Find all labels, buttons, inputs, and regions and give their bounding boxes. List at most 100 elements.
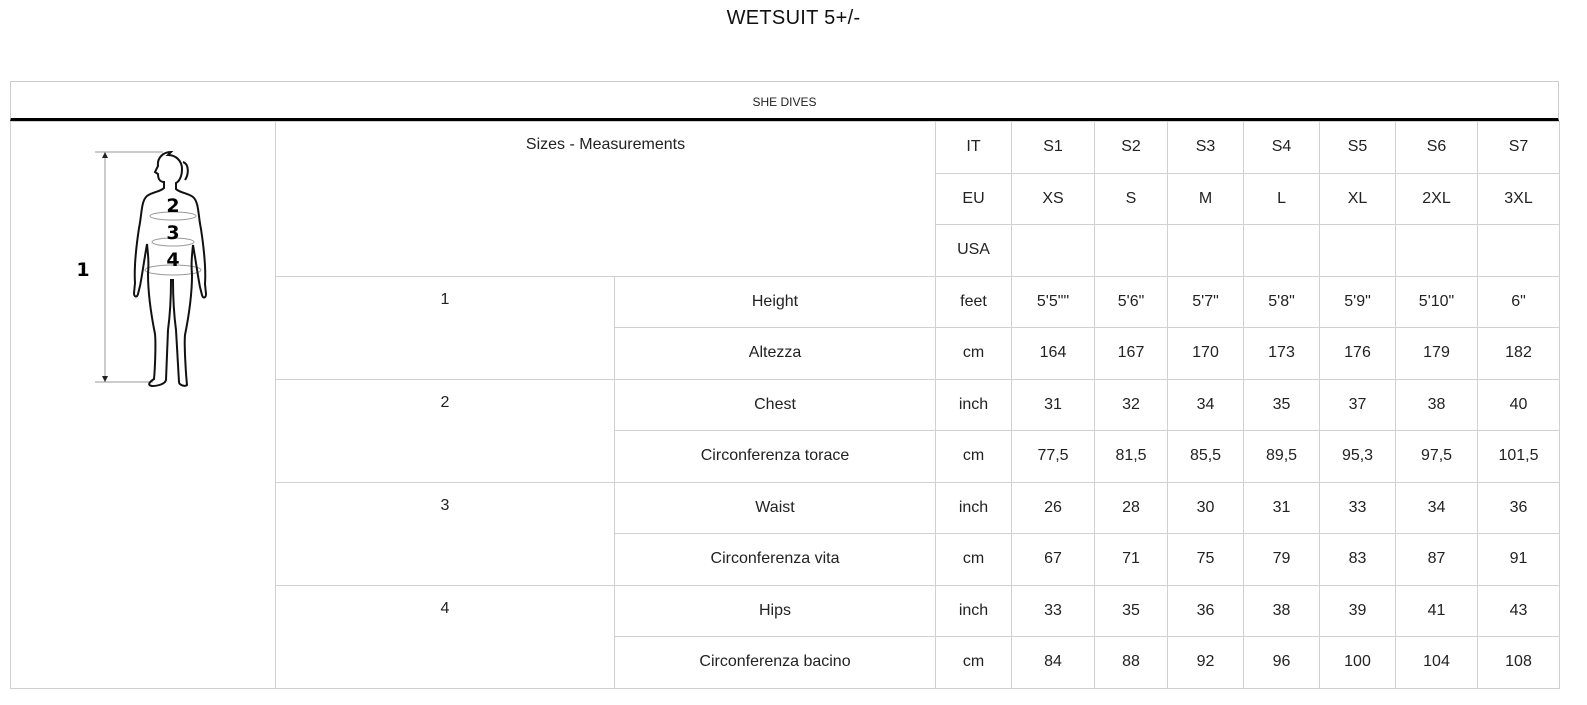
figure-label-2: 2 xyxy=(166,195,179,217)
size-table: 1 2 3 4 Sizes - Measurements IT S1 S2 S3 S4 S5… xyxy=(10,121,1561,689)
value-cell: 97,5 xyxy=(1395,430,1479,483)
value-cell: 173 xyxy=(1243,327,1321,380)
value-cell: 67 xyxy=(1011,533,1096,586)
value-cell: 33 xyxy=(1319,481,1397,534)
size-cell xyxy=(1094,224,1169,277)
size-system-label: EU xyxy=(935,172,1013,225)
size-cell: S2 xyxy=(1094,121,1169,174)
unit: feet xyxy=(935,275,1013,328)
size-cell xyxy=(1167,224,1245,277)
value-cell: 35 xyxy=(1243,378,1321,431)
size-cell: XS xyxy=(1011,172,1096,225)
measurement-number: 4 xyxy=(275,584,615,689)
value-cell: 176 xyxy=(1319,327,1397,380)
value-cell: 33 xyxy=(1011,584,1096,637)
figure-label-4: 4 xyxy=(166,249,179,271)
value-cell: 104 xyxy=(1395,636,1479,689)
size-cell: L xyxy=(1243,172,1321,225)
table-row: 2 Chest inch 31 32 34 35 37 38 40 xyxy=(11,378,1561,483)
table-row: Circonferenza bacino cm 84 88 92 96 100 104 108 xyxy=(11,636,1561,689)
unit: inch xyxy=(935,584,1013,637)
size-cell: 2XL xyxy=(1395,172,1479,225)
value-cell: 170 xyxy=(1167,327,1245,380)
value-cell: 5'7" xyxy=(1167,275,1245,328)
table-row: 3 Waist inch 26 28 30 31 33 34 36 xyxy=(11,481,1561,586)
value-cell: 5'10" xyxy=(1395,275,1479,328)
value-cell: 87 xyxy=(1395,533,1479,586)
size-cell xyxy=(1011,224,1096,277)
value-cell: 5'6" xyxy=(1094,275,1169,328)
value-cell: 38 xyxy=(1243,584,1321,637)
value-cell: 43 xyxy=(1477,584,1561,637)
size-cell xyxy=(1477,224,1561,277)
measurement-name: Circonferenza vita xyxy=(613,533,937,586)
value-cell: 41 xyxy=(1395,584,1479,637)
measurement-name: Circonferenza torace xyxy=(613,430,937,483)
value-cell: 31 xyxy=(1011,378,1096,431)
unit: cm xyxy=(935,430,1013,483)
unit: cm xyxy=(935,636,1013,689)
measurement-name: Chest xyxy=(613,378,937,431)
table-row: 1 Height feet 5'5"" 5'6" 5'7" 5'8" 5'9" 5'10" 6" xyxy=(11,275,1561,380)
body-figure-icon: 1 2 3 4 xyxy=(76,150,208,388)
value-cell: 26 xyxy=(1011,481,1096,534)
measurement-name: Hips xyxy=(613,584,937,637)
value-cell: 34 xyxy=(1395,481,1479,534)
value-cell: 77,5 xyxy=(1011,430,1096,483)
size-cell: S6 xyxy=(1395,121,1479,174)
value-cell: 108 xyxy=(1477,636,1561,689)
measurement-name: Waist xyxy=(613,481,937,534)
table-row: Circonferenza vita cm 67 71 75 79 83 87 91 xyxy=(11,533,1561,586)
table-row: Circonferenza torace cm 77,5 81,5 85,5 89,5 95… xyxy=(11,430,1561,483)
header-row: 1 2 3 4 Sizes - Measurements IT S1 S2 S3 S4 S5… xyxy=(10,121,1561,689)
value-cell: 91 xyxy=(1477,533,1561,586)
value-cell: 32 xyxy=(1094,378,1169,431)
sizes-measurements-label: Sizes - Measurements xyxy=(274,121,937,277)
size-cell xyxy=(1319,224,1397,277)
size-system-label: IT xyxy=(935,121,1013,174)
figure-label-1: 1 xyxy=(76,259,89,281)
value-cell: 84 xyxy=(1011,636,1096,689)
value-cell: 39 xyxy=(1319,584,1397,637)
table-row: Altezza cm 164 167 170 173 176 179 182 xyxy=(11,327,1561,380)
value-cell: 95,3 xyxy=(1319,430,1397,483)
value-cell: 38 xyxy=(1395,378,1479,431)
brand-header: SHE DIVES xyxy=(10,81,1559,121)
figure-cell: 1 2 3 4 xyxy=(10,121,276,689)
value-cell: 6" xyxy=(1477,275,1561,328)
value-cell: 92 xyxy=(1167,636,1245,689)
size-cell: S1 xyxy=(1011,121,1096,174)
value-cell: 36 xyxy=(1167,584,1245,637)
value-cell: 167 xyxy=(1094,327,1169,380)
value-cell: 179 xyxy=(1395,327,1479,380)
measurement-name: Altezza xyxy=(613,327,937,380)
value-cell: 5'5"" xyxy=(1011,275,1096,328)
unit: inch xyxy=(935,481,1013,534)
size-cell: 3XL xyxy=(1477,172,1561,225)
size-cell xyxy=(1395,224,1479,277)
measurement-number: 1 xyxy=(275,275,615,380)
size-cell xyxy=(1243,224,1321,277)
value-cell: 96 xyxy=(1243,636,1321,689)
measurement-name: Circonferenza bacino xyxy=(613,636,937,689)
value-cell: 37 xyxy=(1319,378,1397,431)
value-cell: 85,5 xyxy=(1167,430,1245,483)
size-system-label: USA xyxy=(935,224,1013,277)
size-cell: M xyxy=(1167,172,1245,225)
size-cell: S5 xyxy=(1319,121,1397,174)
value-cell: 35 xyxy=(1094,584,1169,637)
value-cell: 81,5 xyxy=(1094,430,1169,483)
value-cell: 164 xyxy=(1011,327,1096,380)
value-cell: 30 xyxy=(1167,481,1245,534)
value-cell: 101,5 xyxy=(1477,430,1561,483)
value-cell: 75 xyxy=(1167,533,1245,586)
value-cell: 79 xyxy=(1243,533,1321,586)
header-row: USA xyxy=(11,224,1561,277)
measurement-number: 2 xyxy=(275,378,615,483)
value-cell: 5'9" xyxy=(1319,275,1397,328)
measurement-number: 3 xyxy=(275,481,615,586)
value-cell: 100 xyxy=(1319,636,1397,689)
value-cell: 40 xyxy=(1477,378,1561,431)
value-cell: 36 xyxy=(1477,481,1561,534)
size-chart: SHE DIVES 1 2 3 4 Sizes - Measurements IT… xyxy=(10,81,1561,689)
